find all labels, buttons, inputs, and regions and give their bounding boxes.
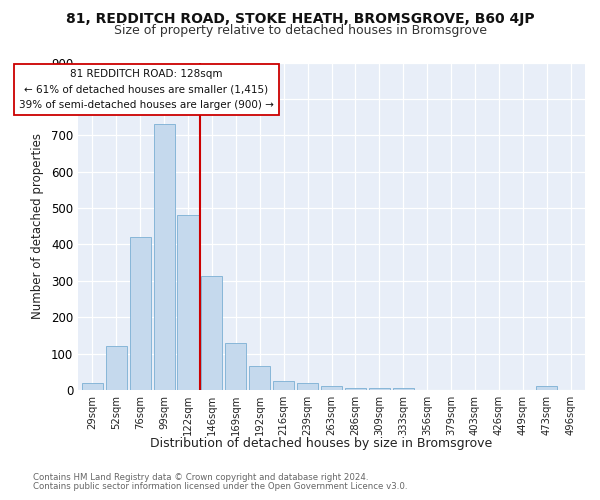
Text: 81, REDDITCH ROAD, STOKE HEATH, BROMSGROVE, B60 4JP: 81, REDDITCH ROAD, STOKE HEATH, BROMSGRO… bbox=[65, 12, 535, 26]
Text: Size of property relative to detached houses in Bromsgrove: Size of property relative to detached ho… bbox=[113, 24, 487, 37]
Bar bbox=[82, 382, 103, 390]
Y-axis label: Number of detached properties: Number of detached properties bbox=[31, 133, 44, 320]
Text: Contains public sector information licensed under the Open Government Licence v3: Contains public sector information licen… bbox=[33, 482, 407, 491]
Text: Contains HM Land Registry data © Crown copyright and database right 2024.: Contains HM Land Registry data © Crown c… bbox=[33, 472, 368, 482]
Bar bbox=[130, 237, 151, 390]
Bar bbox=[226, 342, 247, 390]
Bar bbox=[106, 346, 127, 390]
Bar bbox=[273, 381, 294, 390]
Text: Distribution of detached houses by size in Bromsgrove: Distribution of detached houses by size … bbox=[150, 438, 492, 450]
Bar bbox=[202, 276, 223, 390]
Bar bbox=[369, 388, 390, 390]
Bar bbox=[178, 216, 199, 390]
Bar bbox=[154, 124, 175, 390]
Bar bbox=[536, 386, 557, 390]
Text: 81 REDDITCH ROAD: 128sqm
← 61% of detached houses are smaller (1,415)
39% of sem: 81 REDDITCH ROAD: 128sqm ← 61% of detach… bbox=[19, 69, 274, 110]
Bar bbox=[393, 388, 414, 390]
Bar bbox=[297, 382, 318, 390]
Bar bbox=[345, 388, 366, 390]
Bar bbox=[249, 366, 270, 390]
Bar bbox=[321, 386, 342, 390]
